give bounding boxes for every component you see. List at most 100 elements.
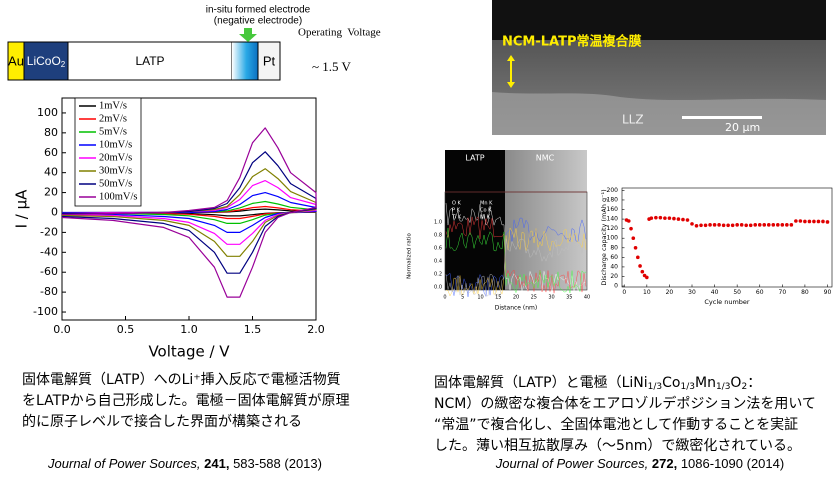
eds-y-tick: 0.8: [434, 233, 442, 239]
note: in-situ formed electrode: [206, 5, 311, 16]
y-tick-label: -40: [40, 245, 58, 258]
plot-frame: [621, 187, 833, 288]
x-tick-label: 90: [824, 289, 832, 296]
eds-legend-item: Ni K: [480, 215, 491, 221]
x-axis-label: Cycle number: [704, 298, 750, 306]
caption-part: ：: [747, 375, 761, 391]
x-tick-label: 50: [733, 289, 741, 296]
thickness-arrow: [507, 55, 515, 88]
y-tick-label: 60: [44, 146, 58, 159]
latp-label: LATP: [135, 54, 164, 68]
caption-part: Co: [662, 375, 680, 391]
eds-texture: [445, 227, 587, 297]
y-tick-label: 100: [37, 106, 58, 119]
electrode-layer: [232, 42, 258, 80]
voltage-label: ~ 1.5 V: [312, 59, 352, 74]
y-tick-label: 160: [607, 206, 619, 213]
data-point: [825, 220, 830, 224]
x-tick-label: 20: [666, 289, 674, 296]
y-tick-label: 0: [51, 205, 58, 218]
data-point: [633, 245, 638, 250]
y-tick-label: -100: [33, 305, 58, 318]
data-point: [708, 223, 712, 227]
eds-x-tick: 35: [566, 295, 572, 301]
data-point: [690, 222, 694, 226]
scale-label: 20 µm: [725, 121, 760, 134]
data-point: [757, 223, 762, 227]
eds-legend-item: P K: [452, 208, 461, 214]
pages: 583-588 (2013): [233, 456, 322, 471]
eds-y-tick: 1.0: [434, 220, 442, 226]
x-tick-label: 1.5: [244, 323, 262, 336]
legend-label: 1mV/s: [99, 100, 127, 111]
data-point: [735, 223, 739, 227]
y-tick-label: 120: [607, 225, 619, 232]
x-tick-label: 80: [801, 289, 809, 296]
eds-texture: [445, 216, 587, 294]
journal: Journal of Power Sources,: [47, 456, 200, 471]
eds-x-tick: 30: [548, 295, 554, 301]
citation: Journal of Power Sources, 241, 583-588 (…: [47, 456, 322, 471]
data-point: [676, 217, 681, 221]
sem-image: NCM-LATP常温複合膜 LLZ 20 µm: [492, 0, 826, 135]
arrow: [239, 28, 257, 42]
eds-x-tick: 0: [443, 295, 446, 301]
legend-box: [74, 97, 142, 207]
y-tick-label: 200: [607, 187, 619, 194]
data-point: [821, 219, 825, 224]
eds-legend-item: Ti K: [451, 215, 462, 221]
volume: 241,: [204, 456, 229, 471]
eds-x-tick: 25: [531, 295, 537, 301]
eds-y-tick: 0.6: [434, 246, 442, 252]
data-point: [658, 215, 663, 220]
y-axis-label: Discharge capacity (mAh g⁻¹): [600, 189, 608, 285]
caption-sub: 1/3: [681, 382, 695, 392]
eds-y-tick: 0.0: [434, 285, 442, 291]
y-tick-label: 40: [44, 166, 58, 179]
scale-bar: [682, 116, 762, 119]
caption-line: “常温”で複合化し、全固体電池として作動することを実証: [434, 416, 798, 433]
eds-y-label: Normalized ratio: [407, 233, 413, 279]
sem-substrate: [492, 92, 826, 135]
legend-label: 5mV/s: [99, 126, 127, 137]
caption-line: をLATPから自己形成した。電極－固体電解質が原理: [22, 393, 350, 409]
caption-part: 固体電解質（LATP）と電極（LiNi: [434, 375, 648, 391]
x-tick-label: 2.0: [307, 323, 325, 336]
data-point: [721, 223, 726, 228]
data-point: [638, 264, 642, 268]
data-point: [812, 219, 816, 224]
caption-line: 固体電解質（LATP）へのLi⁺挿入反応で電極活物質: [22, 372, 341, 388]
y-axis-label: I / µA: [13, 189, 31, 229]
caption-line: 的に原子レベルで接合した界面が構築される: [22, 413, 302, 430]
legend-label: 20mV/s: [99, 152, 132, 163]
x-tick-label: 0.0: [53, 323, 71, 336]
eds-texture: [445, 227, 587, 294]
citation: Journal of Power Sources, 272, 1086-1090…: [495, 456, 784, 471]
data-point: [717, 223, 721, 227]
caption-part: O: [730, 375, 741, 391]
data-point: [703, 223, 708, 228]
pt-label: Pt: [263, 53, 276, 68]
caption-sub: 1/3: [648, 382, 662, 392]
caption-line: 固体電解質（LATP）と電極（LiNi1/3Co1/3Mn1/3O2：: [434, 375, 761, 392]
legend-label: 2mV/s: [99, 113, 127, 124]
data-point: [744, 223, 748, 228]
eds-x-tick: 20: [513, 295, 519, 301]
caption-sub: 2: [741, 382, 747, 392]
x-axis-label: Voltage / V: [148, 343, 230, 361]
legend-label: 10mV/s: [99, 139, 132, 150]
note: (negative electrode): [214, 16, 302, 27]
eds-image: LATP NMC Normalized ratio Distance (nm) …: [400, 150, 590, 320]
data-point: [636, 255, 640, 260]
licoo2-sub: 2: [61, 60, 66, 69]
x-tick-label: 40: [711, 289, 719, 296]
data-point: [785, 223, 789, 227]
eds-texture: [445, 202, 587, 294]
licoo2-main: LiCoO: [27, 54, 61, 68]
chart-background: [595, 180, 837, 310]
y-tick-label: 20: [44, 186, 58, 199]
x-tick-label: 60: [756, 289, 764, 296]
eds-x-label: Distance (nm): [495, 305, 537, 312]
y-tick-label: 0: [614, 283, 618, 290]
data-point: [766, 223, 771, 227]
